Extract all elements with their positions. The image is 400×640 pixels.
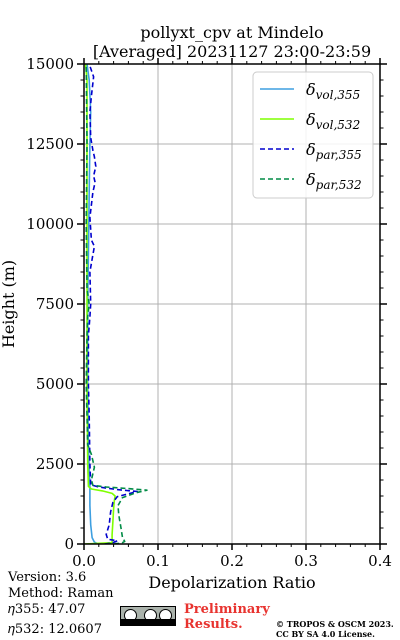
- x-tick-label: 0.3: [294, 552, 318, 570]
- y-tick-label: 5000: [36, 375, 74, 393]
- method-text: Method: Raman: [8, 586, 114, 601]
- y-tick-label: 0: [64, 535, 74, 553]
- legend-box: [252, 71, 374, 199]
- legend: δvol,355 δvol,532 δpar,355 δpar,532: [252, 71, 374, 199]
- eta355-text: 𝜂355: 47.07: [8, 602, 86, 617]
- legend-label: δvol,355: [306, 80, 360, 102]
- version-text: Version: 3.6: [8, 570, 87, 585]
- legend-label: δvol,532: [306, 110, 360, 132]
- preliminary-line1: Preliminary: [184, 602, 270, 617]
- series-line-vol-532: [84, 64, 116, 544]
- chart-title-line1: pollyxt_cpv at Mindelo: [140, 23, 323, 42]
- chart-title-line2: [Averaged] 20231127 23:00-23:59: [93, 42, 371, 61]
- copyright-line1: © TROPOS & OSCM 2023.: [276, 619, 394, 629]
- y-tick-label: 12500: [26, 135, 74, 153]
- legend-label: δpar,532: [306, 170, 362, 192]
- tick-layer: 0.0 0.1 0.2 0.3 0.4 0 2500 5000 7500 10000 12500 15…: [26, 55, 392, 570]
- y-tick-label: 2500: [36, 455, 74, 473]
- copyright-note: © TROPOS & OSCM 2023. CC BY SA 4.0 Licen…: [276, 619, 394, 639]
- badge-strip: [121, 619, 175, 625]
- series-layer: [84, 64, 148, 544]
- x-axis-label: Depolarization Ratio: [148, 573, 315, 592]
- copyright-line2: CC BY SA 4.0 License.: [276, 629, 375, 639]
- series-line-par-355: [87, 64, 139, 544]
- x-tick-label: 0.0: [72, 552, 96, 570]
- x-tick-label: 0.4: [368, 552, 392, 570]
- x-tick-label: 0.2: [220, 552, 244, 570]
- series-line-par-532: [85, 64, 148, 544]
- preliminary-results-note: Preliminary Results.: [184, 602, 270, 632]
- legend-label: δpar,355: [306, 140, 362, 162]
- y-axis-label: Height (m): [0, 260, 18, 348]
- cc-by-sa-license-icon: [120, 606, 176, 626]
- y-tick-label: 10000: [26, 215, 74, 233]
- y-tick-label: 7500: [36, 295, 74, 313]
- y-tick-label: 15000: [26, 55, 74, 73]
- preliminary-line2: Results.: [184, 617, 243, 632]
- eta532-text: 𝜂532: 12.0607: [8, 622, 102, 637]
- x-tick-label: 0.1: [146, 552, 170, 570]
